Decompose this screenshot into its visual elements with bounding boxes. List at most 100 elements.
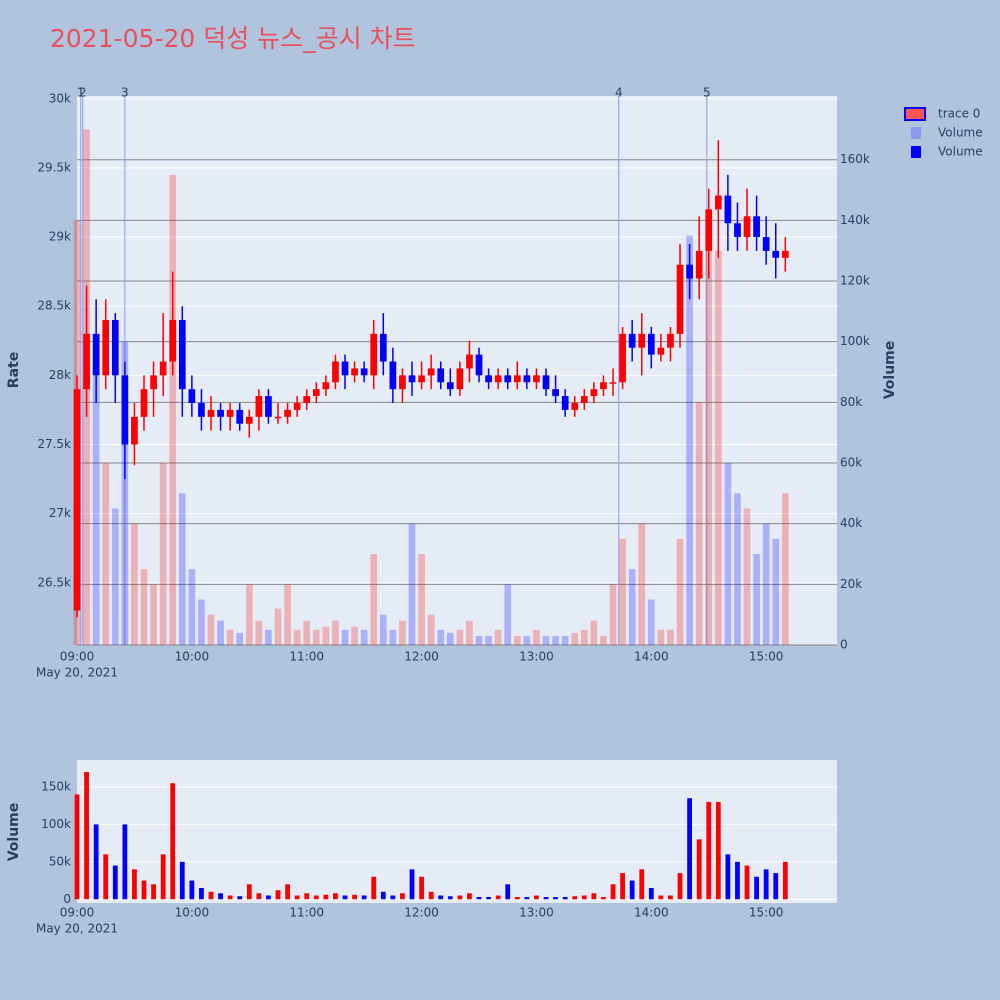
candle-body (561, 396, 569, 410)
volume-bar (275, 890, 281, 900)
legend-label: Volume (938, 126, 983, 140)
volume-bar (390, 895, 396, 900)
volume-bar (562, 897, 568, 900)
x-tick-label: 14:00 (634, 650, 669, 664)
volume-bar (467, 893, 472, 900)
y-axis-title: Volume (6, 803, 22, 862)
candle-body (609, 382, 617, 384)
volume-bar (561, 635, 569, 645)
event-label: 1 (77, 86, 85, 100)
volume-bar (714, 250, 722, 645)
volume-bar (505, 884, 511, 900)
candle-body (341, 361, 349, 376)
volume-bar (668, 895, 673, 900)
volume-bar (457, 895, 463, 900)
candle-body (734, 223, 741, 238)
x-tick-label: 13:00 (519, 650, 554, 664)
volume-bar (380, 891, 386, 900)
candle-body (686, 264, 693, 279)
volume-bar (476, 897, 482, 900)
volume-bar (217, 620, 224, 645)
y-tick-label: 27.5k (37, 437, 71, 451)
candle-body (590, 389, 598, 397)
volume-bar (361, 895, 367, 900)
volume-bar (226, 629, 234, 645)
y-tick-label: 0 (63, 892, 71, 906)
candle-body (714, 195, 722, 210)
candle-body (169, 320, 177, 362)
x-tick-label: 09:00 (60, 650, 95, 664)
volume-bar (284, 584, 291, 645)
y2-tick-label: 160k (840, 152, 870, 166)
candle-body (504, 375, 512, 383)
volume-bar (141, 880, 147, 900)
candle-body (360, 368, 368, 376)
volume-bar (686, 235, 693, 646)
volume-bar (438, 895, 444, 900)
volume-bar (332, 620, 339, 645)
candle-body (628, 333, 636, 348)
y2-tick-label: 20k (840, 577, 862, 591)
candle-body (351, 368, 358, 376)
candle-body (284, 409, 291, 417)
volume-bar (246, 884, 252, 900)
volume-bar (207, 614, 215, 645)
volume-bar (533, 629, 540, 645)
candle-body (513, 375, 521, 383)
volume-bar (601, 897, 606, 900)
volume-bar (456, 629, 464, 645)
y-tick-label: 27k (49, 506, 71, 520)
y-axis-title: Rate (6, 352, 22, 388)
volume-bar (446, 632, 454, 645)
volume-bar (715, 801, 721, 900)
volume-bar (524, 897, 530, 900)
candle-body (580, 396, 588, 403)
y-tick-label: 50k (49, 854, 71, 868)
x-tick-label: 15:00 (749, 906, 784, 920)
candle-body (131, 416, 138, 445)
volume-bar (131, 523, 138, 645)
volume-bar (160, 854, 166, 900)
event-label: 4 (615, 86, 623, 100)
volume-bar (773, 873, 779, 900)
volume-bar (255, 620, 263, 645)
candle-body (178, 320, 186, 390)
x-tick-label: 10:00 (175, 650, 210, 664)
volume-bar (189, 880, 195, 900)
volume-bar (495, 895, 501, 900)
volume-bar (619, 538, 626, 645)
volume-bar (274, 608, 282, 645)
volume-bar (620, 873, 625, 900)
candle-body (657, 347, 665, 355)
x-tick-label: 12:00 (404, 906, 439, 920)
candle-body (705, 209, 713, 251)
volume-bar (629, 880, 635, 900)
volume-bar (285, 884, 290, 900)
candle-body (446, 382, 454, 390)
volume-bar (236, 632, 244, 645)
legend-label: Volume (938, 145, 983, 159)
volume-bar (198, 599, 205, 645)
volume-bar (122, 824, 128, 900)
candle-body (485, 375, 492, 383)
candle-body (743, 216, 751, 238)
candle-body (159, 361, 167, 376)
volume-bar (312, 629, 320, 645)
volume-bar (494, 629, 502, 645)
volume-bar (638, 523, 646, 645)
event-label: 3 (121, 86, 129, 100)
volume-bar (523, 635, 531, 645)
volume-bar (677, 873, 683, 900)
volume-bar (781, 493, 789, 645)
x-tick-label: 09:00 (60, 906, 95, 920)
y-tick-label: 28k (49, 368, 71, 382)
volume-bar (400, 893, 405, 900)
volume-bar (553, 897, 558, 900)
x-date-label: May 20, 2021 (36, 666, 118, 680)
candle-body (571, 402, 579, 410)
volume-bar (658, 895, 664, 900)
volume-bar (475, 635, 483, 645)
volume-bar (772, 538, 780, 645)
volume-bar (437, 629, 445, 645)
volume-bar (208, 891, 214, 900)
